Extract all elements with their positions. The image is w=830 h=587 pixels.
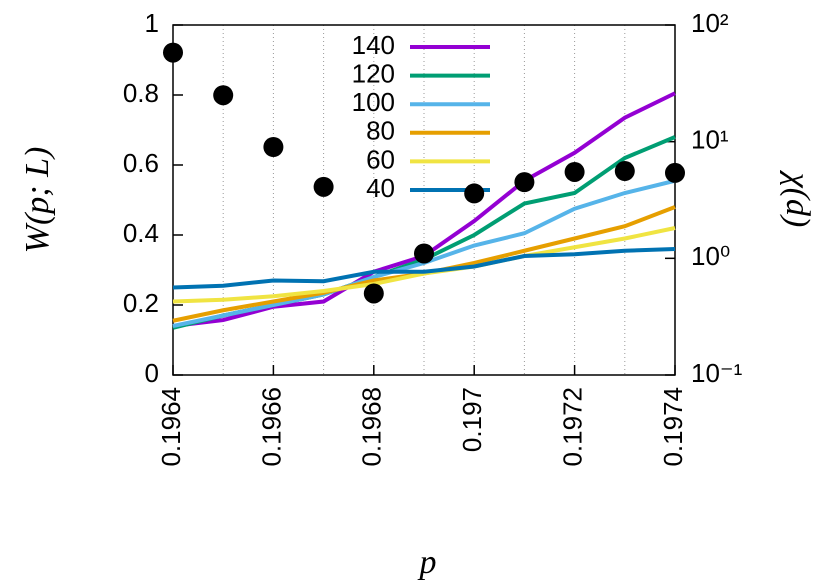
data-point <box>363 283 384 304</box>
y-tick-label: 0.6 <box>123 148 159 178</box>
data-point <box>665 162 685 183</box>
legend-label: 60 <box>366 144 395 174</box>
y-tick-label: 0.4 <box>123 218 159 248</box>
legend-label: 140 <box>352 30 395 60</box>
x-tick-label: 0.197 <box>457 387 487 452</box>
series-line <box>172 247 676 290</box>
x-axis-label: p <box>418 544 437 581</box>
data-point <box>614 161 635 182</box>
data-point <box>414 243 434 264</box>
data-point <box>163 42 183 63</box>
legend-label: 40 <box>366 173 395 203</box>
x-tick-label: 0.1974 <box>658 387 688 467</box>
y-tick-label: 0 <box>145 358 159 388</box>
x-tick-label: 0.1964 <box>156 387 186 467</box>
data-point <box>313 176 334 197</box>
plot-frame <box>172 24 676 376</box>
data-point <box>464 183 485 204</box>
x-tick-label: 0.1968 <box>357 387 387 467</box>
y2-tick-label: 10⁻¹ <box>691 358 743 388</box>
y2-tick-label: 10² <box>691 8 729 38</box>
x-tick-label: 0.1972 <box>557 387 587 467</box>
y2-tick-label: 10¹ <box>691 125 729 155</box>
data-point <box>213 85 234 106</box>
legend-label: 100 <box>352 87 395 117</box>
x-tick-label: 0.1966 <box>256 387 286 467</box>
legend-label: 80 <box>366 116 395 146</box>
y2-axis-label: χ(d) <box>779 170 816 228</box>
legend-label: 120 <box>352 58 395 88</box>
y-tick-label: 0.2 <box>123 288 159 318</box>
y-tick-label: 1 <box>145 8 159 38</box>
data-point <box>564 161 585 182</box>
y-tick-label: 0.8 <box>123 78 159 108</box>
y-axis-label: W(p; L) <box>19 147 56 254</box>
data-point <box>514 172 535 193</box>
y2-tick-label: 10⁰ <box>691 241 730 271</box>
data-point <box>263 137 284 158</box>
